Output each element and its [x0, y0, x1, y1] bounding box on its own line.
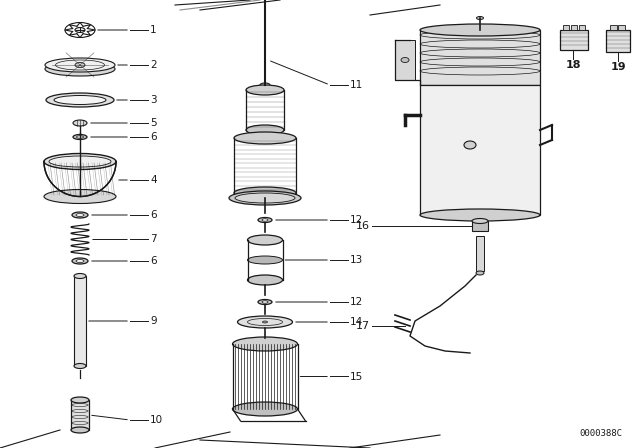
Ellipse shape [229, 191, 301, 205]
Bar [563, 25, 569, 30]
Ellipse shape [72, 258, 88, 264]
Ellipse shape [248, 275, 282, 285]
Text: 9: 9 [150, 316, 157, 326]
Ellipse shape [232, 402, 298, 416]
Bar [71, 400, 89, 430]
Ellipse shape [76, 214, 84, 216]
Text: 19: 19 [610, 62, 626, 72]
Text: 13: 13 [350, 255, 364, 265]
Text: 15: 15 [350, 371, 364, 382]
Ellipse shape [476, 271, 484, 275]
Ellipse shape [262, 321, 268, 323]
Text: 11: 11 [350, 80, 364, 90]
Bar [74, 276, 86, 366]
Ellipse shape [234, 187, 296, 199]
Ellipse shape [45, 62, 115, 76]
Text: 4: 4 [150, 175, 157, 185]
Ellipse shape [246, 125, 284, 135]
Text: 6: 6 [150, 256, 157, 266]
Ellipse shape [45, 58, 115, 72]
Ellipse shape [237, 316, 292, 328]
Ellipse shape [235, 193, 295, 203]
Text: 18: 18 [565, 60, 580, 70]
Ellipse shape [477, 17, 483, 20]
Bar [606, 30, 630, 52]
Ellipse shape [49, 156, 111, 167]
Ellipse shape [77, 136, 83, 138]
Ellipse shape [258, 217, 272, 223]
Text: 6: 6 [150, 210, 157, 220]
Text: 7: 7 [150, 234, 157, 245]
Ellipse shape [72, 212, 88, 218]
Ellipse shape [248, 235, 282, 245]
Bar [395, 40, 415, 80]
Bar [618, 25, 625, 30]
Ellipse shape [75, 27, 85, 33]
Bar [579, 25, 585, 30]
Text: 10: 10 [150, 415, 163, 425]
Ellipse shape [472, 219, 488, 224]
Ellipse shape [54, 95, 106, 104]
Ellipse shape [73, 134, 87, 139]
Ellipse shape [246, 85, 284, 95]
Text: 3: 3 [150, 95, 157, 105]
Ellipse shape [46, 93, 114, 107]
Ellipse shape [234, 132, 296, 144]
Ellipse shape [71, 397, 89, 403]
Ellipse shape [44, 190, 116, 203]
Ellipse shape [248, 256, 282, 264]
Ellipse shape [260, 83, 270, 87]
Ellipse shape [420, 209, 540, 221]
Text: 5: 5 [150, 118, 157, 128]
Ellipse shape [71, 427, 89, 433]
Text: 14: 14 [350, 317, 364, 327]
Ellipse shape [75, 63, 85, 68]
Ellipse shape [76, 259, 84, 263]
Ellipse shape [262, 301, 268, 303]
Ellipse shape [420, 24, 540, 36]
Bar [610, 25, 617, 30]
Text: 1: 1 [150, 25, 157, 35]
Ellipse shape [74, 273, 86, 279]
Text: 12: 12 [350, 297, 364, 307]
Text: 6: 6 [150, 132, 157, 142]
Ellipse shape [262, 219, 268, 221]
Bar [420, 30, 540, 85]
Bar [560, 30, 588, 50]
Text: 2: 2 [150, 60, 157, 70]
Bar [571, 25, 577, 30]
Bar [476, 236, 484, 271]
Text: 17: 17 [356, 321, 370, 331]
Ellipse shape [401, 57, 409, 63]
Text: 0000388C: 0000388C [579, 429, 622, 438]
Ellipse shape [464, 141, 476, 149]
Text: 16: 16 [356, 221, 370, 231]
Ellipse shape [258, 300, 272, 305]
Bar [472, 221, 488, 231]
Ellipse shape [74, 363, 86, 369]
Ellipse shape [73, 120, 87, 126]
Text: 12: 12 [350, 215, 364, 225]
Ellipse shape [232, 337, 298, 351]
Ellipse shape [44, 154, 116, 169]
Bar [420, 85, 540, 215]
